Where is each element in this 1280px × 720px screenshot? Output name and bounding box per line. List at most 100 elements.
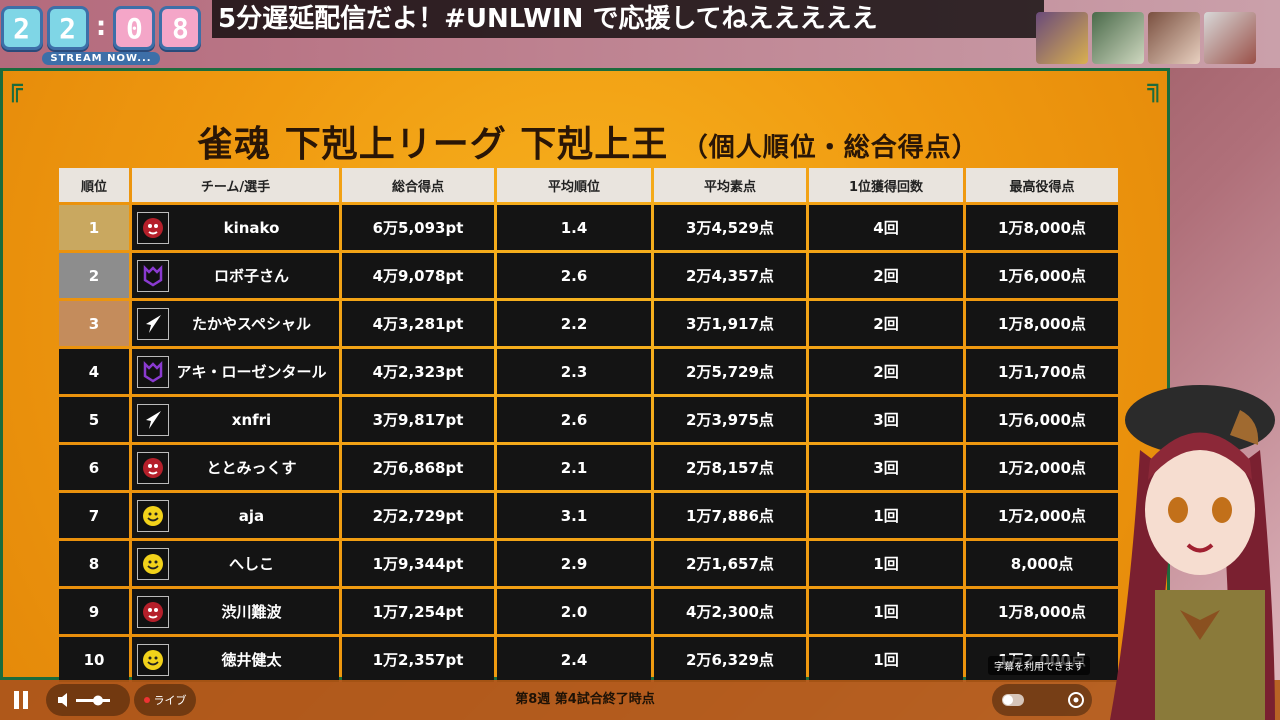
avg-score-cell: 2万8,157点 (654, 445, 806, 490)
table-row: 8 へしこ 1万9,344pt 2.9 2万1,657点 1回 8,000点 (59, 541, 1118, 586)
red-dog-team-icon (137, 595, 169, 628)
player-control-bar (0, 680, 1280, 720)
avg-score-cell: 2万1,657点 (654, 541, 806, 586)
player-name: xnfri (231, 410, 272, 429)
clock-colon: : (92, 9, 110, 42)
live-button[interactable]: ライブ (134, 684, 196, 716)
clock-digit: 8 (159, 6, 202, 50)
team-player-cell: 渋川難波 (132, 589, 339, 634)
player-name: kinako (223, 218, 280, 237)
table-row: 3 たかやスペシャル 4万3,281pt 2.2 3万1,917点 2回 1万8,000点 (59, 301, 1118, 346)
rank-cell: 7 (59, 493, 129, 538)
red-dog-team-icon (137, 211, 169, 244)
total-score-cell: 2万6,868pt (342, 445, 494, 490)
volume-icon (58, 693, 110, 707)
player-name: 徳井健太 (221, 651, 282, 669)
team-player-cell: ととみっくす (132, 445, 339, 490)
first-count-cell: 1回 (809, 589, 963, 634)
page-title: 雀魂 下剋上リーグ 下剋上王 （個人順位・総合得点） (3, 115, 1173, 167)
clock-digit: 2 (0, 6, 43, 50)
best-hand-cell: 1万8,000点 (966, 301, 1118, 346)
yellow-smiley-team-icon (137, 643, 169, 676)
purple-crest-team-icon (137, 355, 169, 388)
first-count-cell: 2回 (809, 253, 963, 298)
title-main: 雀魂 下剋上リーグ 下剋上王 (197, 123, 669, 165)
column-header: 総合得点 (342, 168, 494, 202)
corner-ornament: ╔ (7, 73, 23, 103)
avg-score-cell: 2万3,975点 (654, 397, 806, 442)
avg-rank-cell: 2.0 (497, 589, 651, 634)
avg-rank-cell: 2.4 (497, 637, 651, 682)
avg-score-cell: 2万5,729点 (654, 349, 806, 394)
title-sub: （個人順位・総合得点） (681, 133, 979, 163)
team-player-cell: たかやスペシャル (132, 301, 339, 346)
live-dot-icon (143, 697, 150, 703)
column-header: チーム/選手 (132, 168, 339, 202)
volume-control[interactable] (46, 684, 130, 716)
avatar (1092, 12, 1144, 64)
first-count-cell: 2回 (809, 349, 963, 394)
first-count-cell: 1回 (809, 493, 963, 538)
red-dog-team-icon (137, 451, 169, 484)
player-name: ロボ子さん (213, 267, 289, 285)
rank-cell: 3 (59, 301, 129, 346)
avatar (1204, 12, 1256, 64)
total-score-cell: 1万2,357pt (342, 637, 494, 682)
table-row: 5 xnfri 3万9,817pt 2.6 2万3,975点 3回 1万6,000点 (59, 397, 1118, 442)
rank-cell: 4 (59, 349, 129, 394)
table-row: 9 渋川難波 1万7,254pt 2.0 4万2,300点 1回 1万8,000点 (59, 589, 1118, 634)
stream-clock: 2 2 : 0 8 STREAM NOW... (0, 6, 202, 65)
best-hand-cell: 1万8,000点 (966, 205, 1118, 250)
pause-button[interactable] (6, 686, 36, 714)
best-hand-cell: 1万2,000点 (966, 493, 1118, 538)
best-hand-cell: 1万2,000点 (966, 445, 1118, 490)
clock-digit: 2 (46, 6, 89, 50)
avg-rank-cell: 2.3 (497, 349, 651, 394)
player-name: 渋川難波 (221, 603, 282, 621)
team-player-cell: ロボ子さん (132, 253, 339, 298)
stream-ticker: 5分遅延配信だよ！#UNLWIN で応援してねえええええ (212, 0, 1044, 38)
standings-table: 順位 チーム/選手 総合得点 平均順位 平均素点 1位獲得回数 最高役得点 1 k… (56, 165, 1121, 685)
column-header: 平均順位 (497, 168, 651, 202)
avg-rank-cell: 2.2 (497, 301, 651, 346)
table-row: 1 kinako 6万5,093pt 1.4 3万4,529点 4回 1万8,000点 (59, 205, 1118, 250)
avatar (1148, 12, 1200, 64)
rank-cell: 10 (59, 637, 129, 682)
avg-rank-cell: 2.6 (497, 253, 651, 298)
best-hand-cell: 1万8,000点 (966, 589, 1118, 634)
best-hand-cell: 1万6,000点 (966, 397, 1118, 442)
first-count-cell: 3回 (809, 397, 963, 442)
team-player-cell: 徳井健太 (132, 637, 339, 682)
yellow-smiley-team-icon (137, 499, 169, 532)
avg-score-cell: 2万4,357点 (654, 253, 806, 298)
first-count-cell: 3回 (809, 445, 963, 490)
first-count-cell: 1回 (809, 541, 963, 586)
avatar (1036, 12, 1088, 64)
avg-rank-cell: 2.9 (497, 541, 651, 586)
total-score-cell: 4万3,281pt (342, 301, 494, 346)
table-row: 7 aja 2万2,729pt 3.1 1万7,886点 1回 1万2,000点 (59, 493, 1118, 538)
vtuber-character (1110, 385, 1275, 720)
caption-tooltip: 字幕を利用できます (988, 656, 1090, 675)
best-hand-cell: 1万6,000点 (966, 253, 1118, 298)
player-settings-controls[interactable] (992, 684, 1092, 716)
column-header: 最高役得点 (966, 168, 1118, 202)
standings-footer: 第8週 第4試合終了時点 (515, 692, 655, 707)
avg-score-cell: 1万7,886点 (654, 493, 806, 538)
white-arrow-team-icon (137, 403, 169, 436)
first-count-cell: 4回 (809, 205, 963, 250)
avg-rank-cell: 1.4 (497, 205, 651, 250)
team-player-cell: へしこ (132, 541, 339, 586)
clock-digit: 0 (113, 6, 156, 50)
column-header: 1位獲得回数 (809, 168, 963, 202)
best-hand-cell: 8,000点 (966, 541, 1118, 586)
participant-avatars (1036, 12, 1256, 64)
purple-crest-team-icon (137, 259, 169, 292)
total-score-cell: 2万2,729pt (342, 493, 494, 538)
first-count-cell: 2回 (809, 301, 963, 346)
corner-ornament: ╗ (1147, 73, 1163, 103)
player-name: ととみっくす (206, 459, 297, 477)
team-player-cell: kinako (132, 205, 339, 250)
table-row: 6 ととみっくす 2万6,868pt 2.1 2万8,157点 3回 1万2,000点 (59, 445, 1118, 490)
